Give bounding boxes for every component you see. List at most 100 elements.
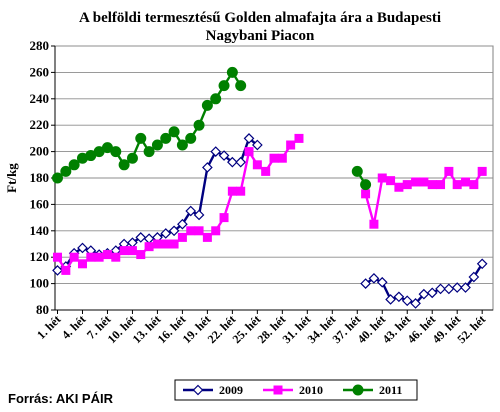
- point-2011-week-23: [235, 80, 247, 92]
- point-2010-week-45: [419, 177, 429, 187]
- point-2010-week-12: [144, 242, 154, 252]
- point-2011-week-20: [210, 93, 222, 105]
- point-2010-week-47: [436, 180, 446, 190]
- point-2010-week-18: [194, 226, 204, 236]
- point-2010-week-2: [61, 265, 71, 275]
- y-tick-label-280: 280: [30, 38, 50, 53]
- point-2011-week-9: [118, 159, 130, 171]
- point-2010-week-9: [119, 246, 129, 256]
- point-2009-week-41: [385, 294, 396, 305]
- point-2010-week-20: [211, 226, 221, 236]
- point-2009-week-15: [168, 225, 180, 237]
- point-2010-week-4: [77, 259, 87, 269]
- point-2009-week-24: [243, 133, 255, 144]
- point-2010-week-51: [469, 180, 479, 190]
- point-2010-week-17: [186, 226, 196, 236]
- point-2009-week-43: [401, 295, 413, 307]
- y-tick-label-240: 240: [30, 91, 50, 106]
- point-2010-week-39: [369, 219, 379, 229]
- point-2009-week-1: [52, 265, 63, 276]
- point-2011-week-21: [218, 80, 230, 92]
- point-2009-week-40: [376, 276, 388, 288]
- point-2009-week-50: [460, 282, 471, 293]
- point-2009-week-47: [435, 283, 446, 295]
- point-2010-week-14: [161, 239, 171, 249]
- point-2009-week-23: [235, 156, 247, 168]
- point-2009-week-48: [443, 283, 455, 295]
- y-tick-label-260: 260: [30, 64, 50, 79]
- y-axis-ticks: 80 100 120 140 160 180 200 220 240 260 280: [30, 38, 493, 317]
- y-tick-label-220: 220: [30, 117, 50, 132]
- point-2010-week-10: [127, 246, 137, 256]
- point-2009-week-4: [77, 242, 88, 254]
- chart-title-line-2: Nagybani Piacon: [206, 28, 315, 44]
- point-2009-week-21: [218, 150, 230, 161]
- legend-label-2009: 2009: [219, 383, 243, 397]
- point-2011-week-3: [68, 159, 80, 171]
- point-2010-week-43: [402, 180, 412, 190]
- point-2010-week-40: [377, 173, 387, 183]
- point-2009-week-52: [476, 258, 488, 270]
- point-2011-week-13: [151, 139, 163, 151]
- point-2010-week-13: [152, 239, 162, 249]
- point-2010-week-48: [444, 166, 454, 176]
- point-2011-week-11: [135, 132, 147, 144]
- series-2010: [52, 133, 487, 275]
- point-2010-week-27: [269, 153, 279, 163]
- series-group: [51, 66, 488, 309]
- point-2010-week-21: [219, 213, 229, 223]
- point-2010-week-16: [177, 232, 187, 242]
- point-2009-week-17: [185, 205, 197, 217]
- point-2011-week-10: [126, 152, 138, 164]
- point-2010-week-22: [227, 186, 237, 196]
- point-2011-week-22: [226, 66, 238, 78]
- point-2009-week-45: [418, 288, 430, 300]
- y-tick-label-140: 140: [30, 223, 50, 238]
- point-2010-week-29: [286, 140, 296, 150]
- point-2011-week-38: [360, 179, 372, 191]
- point-2010-week-52: [477, 166, 487, 176]
- point-2009-week-14: [160, 228, 172, 239]
- source-note: Forrás: AKI PÁIR: [8, 391, 114, 406]
- point-2010-week-50: [461, 177, 471, 187]
- y-tick-label-180: 180: [30, 170, 50, 185]
- point-2009-week-18: [193, 209, 205, 221]
- point-2010-week-44: [411, 177, 421, 187]
- chart-title-line-1: A belföldi termesztésű Golden almafajta …: [79, 10, 441, 26]
- point-2011-week-2: [60, 165, 72, 177]
- point-2009-week-44: [410, 298, 421, 309]
- point-2011-week-12: [143, 146, 155, 158]
- point-2010-week-41: [386, 176, 396, 186]
- point-2010-week-19: [202, 232, 212, 242]
- point-2010-week-1: [52, 252, 62, 262]
- point-2009-week-19: [202, 162, 213, 173]
- point-2010-week-11: [136, 250, 146, 260]
- point-2010-week-24: [244, 147, 254, 157]
- y-tick-label-120: 120: [30, 249, 50, 264]
- legend-marker-2010: [273, 385, 283, 395]
- legend-marker-2011: [352, 384, 364, 396]
- point-2010-week-6: [94, 252, 104, 262]
- y-tick-label-100: 100: [30, 276, 50, 291]
- point-2009-week-49: [451, 282, 463, 293]
- y-axis-label: Ft/kg: [4, 163, 19, 193]
- point-2009-week-38: [360, 278, 371, 289]
- point-2009-week-25: [251, 139, 263, 151]
- point-2011-week-1: [51, 172, 63, 184]
- y-tick-label-200: 200: [30, 144, 50, 159]
- x-tick-label-4: 4. hét: [59, 312, 89, 342]
- point-2009-week-42: [393, 291, 405, 303]
- point-2010-week-8: [111, 252, 121, 262]
- point-2009-week-11: [135, 232, 147, 243]
- point-2010-week-5: [86, 252, 96, 262]
- legend-label-2011: 2011: [379, 383, 402, 397]
- legend-marker-2009: [192, 384, 204, 396]
- point-2009-week-39: [368, 272, 380, 284]
- point-2011-week-37: [351, 165, 363, 177]
- point-2010-week-46: [427, 180, 437, 190]
- point-2009-week-20: [210, 146, 222, 157]
- point-2010-week-26: [261, 166, 271, 176]
- point-2010-week-30: [294, 133, 304, 143]
